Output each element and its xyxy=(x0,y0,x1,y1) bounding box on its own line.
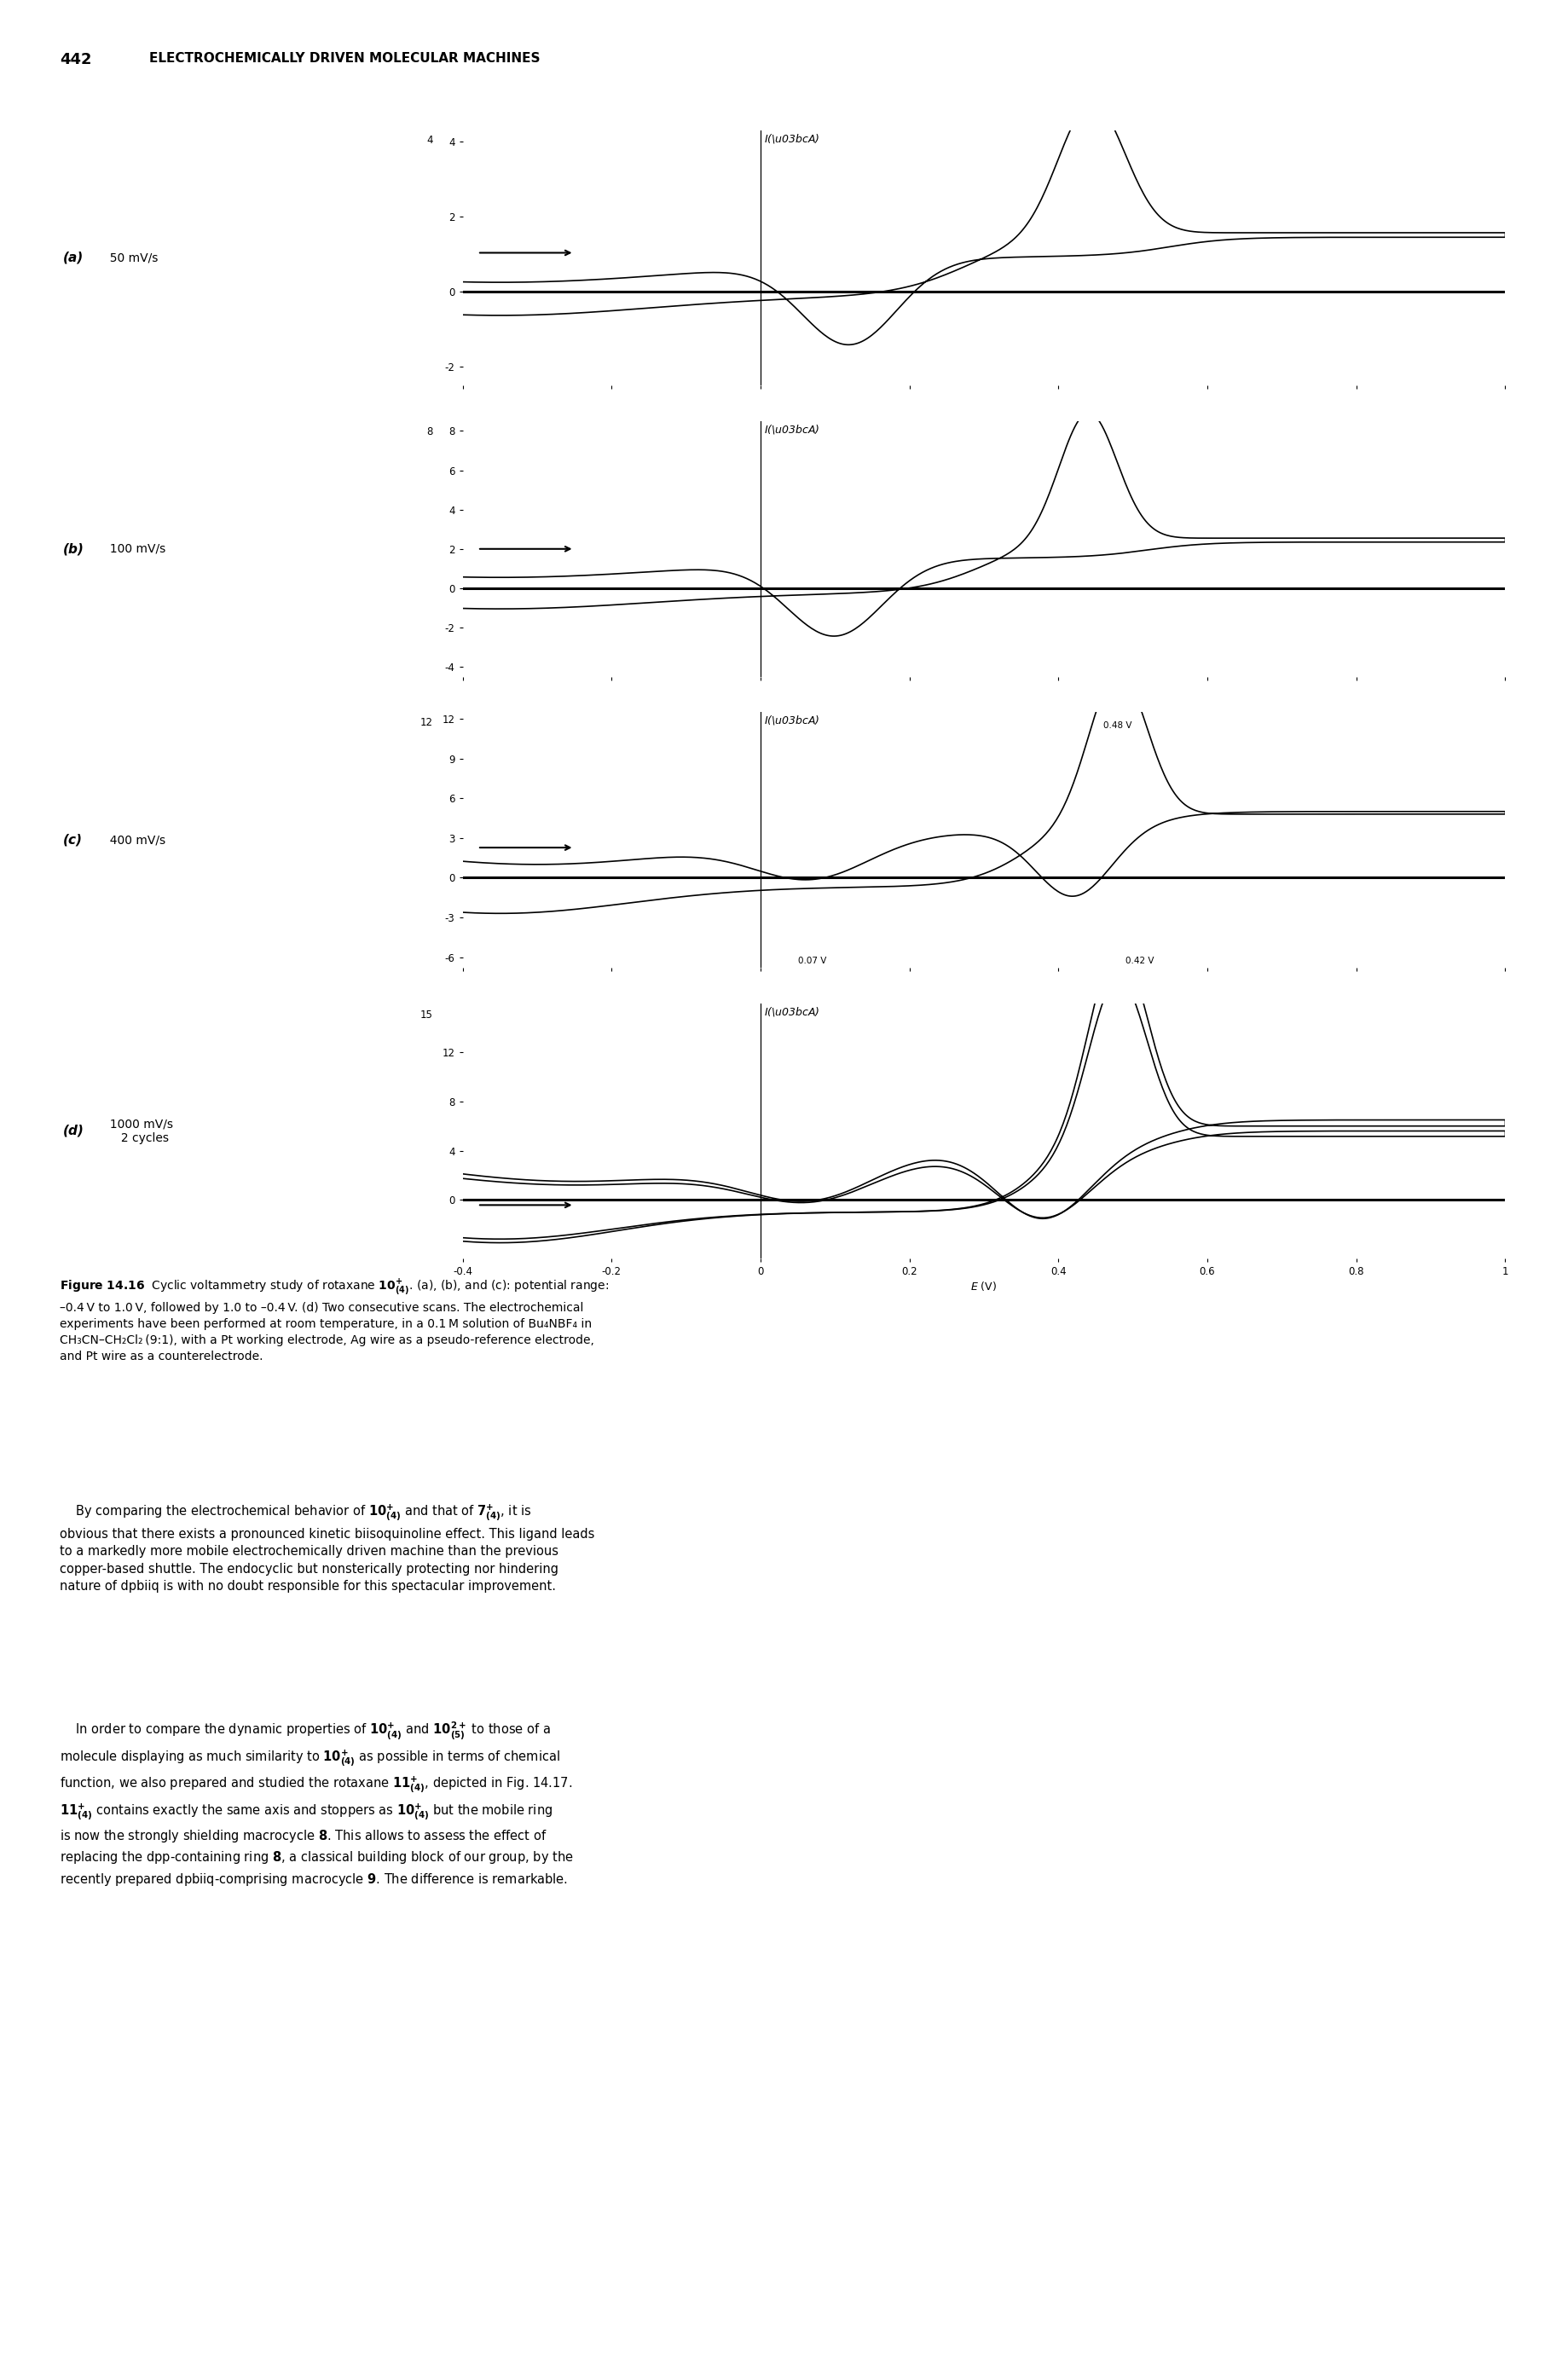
Text: 4: 4 xyxy=(426,135,433,147)
Text: $I$(\u03bcA): $I$(\u03bcA) xyxy=(764,132,820,144)
Text: $\bf{Figure\ 14.16}$  Cyclic voltammetry study of rotaxane $\bf{10}_{(4)}^{+}$. : $\bf{Figure\ 14.16}$ Cyclic voltammetry … xyxy=(60,1278,608,1363)
Text: (a): (a) xyxy=(63,251,83,265)
Text: In order to compare the dynamic properties of $\bf{10}_{(4)}^{+}$ and $\bf{10}_{: In order to compare the dynamic properti… xyxy=(60,1720,574,1888)
Text: $I$(\u03bcA): $I$(\u03bcA) xyxy=(764,715,820,726)
Text: ELECTROCHEMICALLY DRIVEN MOLECULAR MACHINES: ELECTROCHEMICALLY DRIVEN MOLECULAR MACHI… xyxy=(149,52,539,64)
Text: 400 mV/s: 400 mV/s xyxy=(102,833,165,847)
Text: (b): (b) xyxy=(63,542,85,556)
Text: 0.07 V: 0.07 V xyxy=(798,956,826,965)
Text: $I$(\u03bcA): $I$(\u03bcA) xyxy=(764,1006,820,1017)
Text: 1000 mV/s
     2 cycles: 1000 mV/s 2 cycles xyxy=(102,1119,172,1143)
Text: 442: 442 xyxy=(60,52,91,66)
X-axis label: $E$ (V): $E$ (V) xyxy=(971,1280,997,1292)
Text: 12: 12 xyxy=(420,717,433,729)
Text: 8: 8 xyxy=(426,426,433,438)
Text: $I$(\u03bcA): $I$(\u03bcA) xyxy=(764,424,820,435)
Text: 0.48 V: 0.48 V xyxy=(1104,722,1132,729)
Text: 15: 15 xyxy=(420,1008,433,1020)
Text: (c): (c) xyxy=(63,833,83,847)
Text: By comparing the electrochemical behavior of $\bf{10}_{(4)}^{+}$ and that of $\b: By comparing the electrochemical behavio… xyxy=(60,1502,594,1592)
Text: 50 mV/s: 50 mV/s xyxy=(102,251,158,265)
Text: (d): (d) xyxy=(63,1124,85,1138)
Text: 100 mV/s: 100 mV/s xyxy=(102,542,165,556)
Text: 0.42 V: 0.42 V xyxy=(1126,956,1154,965)
